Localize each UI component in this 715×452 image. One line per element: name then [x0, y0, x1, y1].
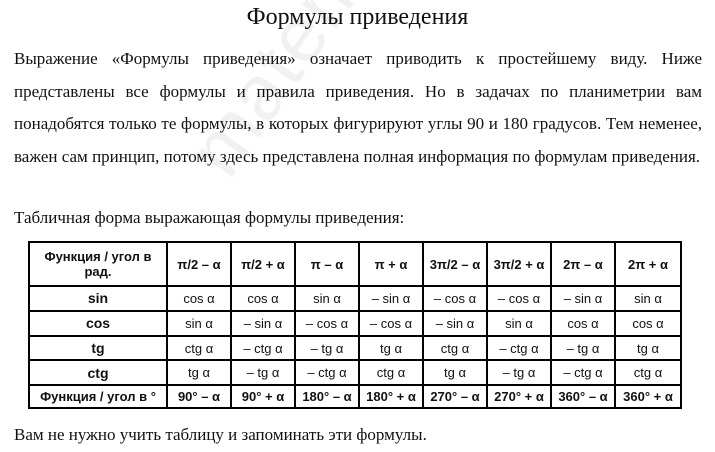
header-cell: 360° + α: [623, 389, 673, 405]
table-cell: – tg α: [296, 336, 360, 362]
header-cell: 3π/2 + α: [488, 243, 552, 288]
degree-header-row: Функция / угол в ° 90° – α 90° + α 180° …: [30, 386, 680, 407]
table-cell: – cos α: [360, 311, 424, 337]
table-cell: sin α: [296, 287, 360, 312]
reduction-formulas-table: Функция / угол в рад. π/2 – α π/2 + α π …: [28, 241, 682, 409]
header-cell: π + α: [360, 243, 424, 288]
table-cell: cos α: [168, 287, 232, 312]
table-cell: tg α: [360, 336, 424, 362]
footer-text: Вам не нужно учить таблицу и запоминать …: [14, 425, 427, 444]
table-cell: tg α: [424, 361, 488, 387]
table-cell: – tg α: [488, 361, 552, 387]
table-cell: – sin α: [552, 287, 616, 312]
corner-label-degrees: Функция / угол в °: [30, 386, 168, 407]
intro-paragraph: Выражение «Формулы приведения» означает …: [14, 49, 702, 166]
table-cell: – ctg α: [296, 361, 360, 387]
function-label: cos: [30, 311, 168, 337]
header-cell: 180° – α: [296, 386, 360, 407]
table-row-cos: cos sin α – sin α – cos α – cos α – sin …: [30, 311, 680, 337]
table-row-ctg: ctg tg α – tg α – ctg α ctg α tg α – tg …: [30, 361, 680, 387]
header-cell: 2π + α: [616, 243, 680, 288]
header-cell: 90° + α: [232, 386, 296, 407]
table-cell: ctg α: [360, 361, 424, 387]
header-cell: 180° + α: [360, 386, 424, 407]
table-cell: – ctg α: [232, 336, 296, 362]
function-label: sin: [30, 287, 168, 312]
table-cell: sin α: [488, 311, 552, 337]
header-cell: 3π/2 – α: [424, 243, 488, 288]
table-cell: sin α: [168, 311, 232, 337]
table-cell: cos α: [552, 311, 616, 337]
header-cell: 2π – α: [552, 243, 616, 288]
header-cell: 90° – α: [168, 386, 232, 407]
table-cell: ctg α: [168, 336, 232, 362]
table-cell: tg α: [616, 337, 680, 362]
table-cell: ctg α: [424, 336, 488, 362]
table-cell: – ctg α: [488, 336, 552, 362]
table-cell: – cos α: [424, 287, 488, 312]
header-cell: 360° – α: [552, 386, 616, 407]
table-cell: tg α: [168, 361, 232, 387]
page-title: Формулы приведения: [246, 4, 469, 30]
table-row-tg: tg ctg α – ctg α – tg α tg α ctg α – ctg…: [30, 336, 680, 362]
function-label: ctg: [30, 361, 168, 387]
header-cell: π/2 + α: [232, 243, 296, 288]
table-cell: – cos α: [296, 311, 360, 337]
table-cell: – sin α: [360, 287, 424, 312]
function-label: tg: [30, 336, 168, 362]
header-cell: 270° + α: [488, 386, 552, 407]
table-row-sin: sin cos α cos α sin α – sin α – cos α – …: [30, 287, 680, 312]
table-cell: cos α: [232, 287, 296, 312]
corner-label-radians: Функция / угол в рад.: [30, 243, 168, 288]
table-cell: cos α: [616, 312, 680, 337]
table-cell: – tg α: [552, 336, 616, 362]
table-cell: – sin α: [424, 311, 488, 337]
table-cell: ctg α: [616, 361, 680, 387]
table-cell: – ctg α: [552, 361, 616, 387]
table-cell: – cos α: [488, 287, 552, 312]
header-cell: 270° – α: [424, 386, 488, 407]
header-cell: π/2 – α: [168, 243, 232, 288]
table-caption: Табличная форма выражающая формулы приве…: [14, 208, 405, 227]
radian-header-row: Функция / угол в рад. π/2 – α π/2 + α π …: [30, 243, 680, 288]
table-cell: – tg α: [232, 361, 296, 387]
table-cell: – sin α: [232, 311, 296, 337]
table-cell: sin α: [616, 287, 680, 312]
header-cell: π – α: [296, 243, 360, 288]
